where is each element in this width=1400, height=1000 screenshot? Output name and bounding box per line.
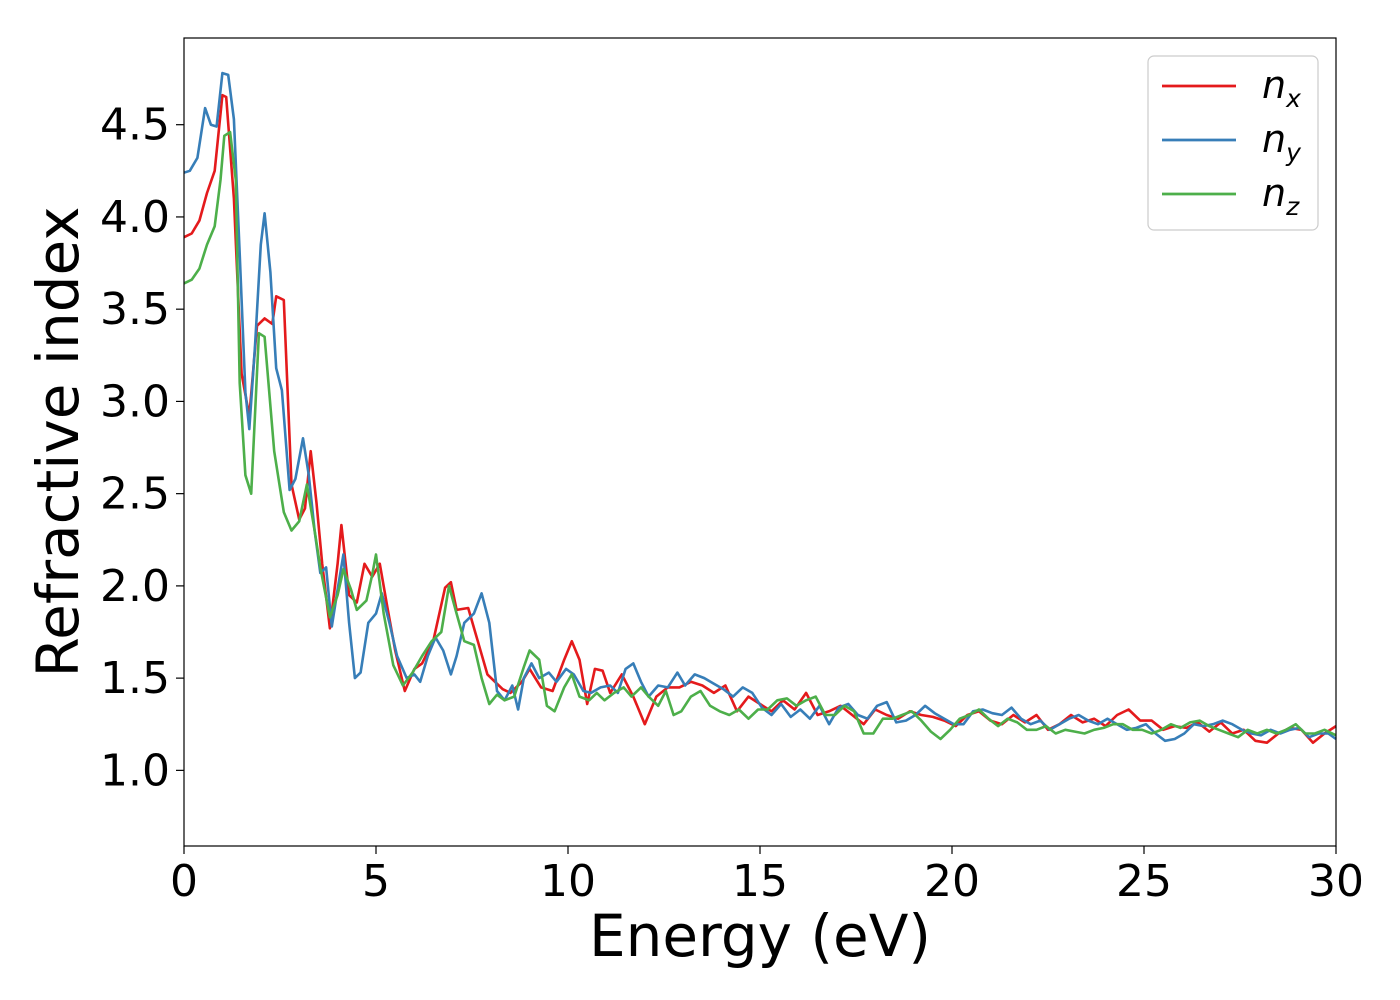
series-layer [183, 71, 1337, 744]
legend-label-y: ny [1262, 117, 1302, 167]
x-tick-label: 5 [362, 856, 390, 907]
y-tick-label: 2.5 [100, 469, 170, 520]
x-tick-label: 0 [170, 856, 198, 907]
y-tick-label: 1.5 [100, 653, 170, 704]
legend-label-z: nz [1262, 171, 1300, 221]
legend-box [1147, 55, 1319, 231]
legend-label-x: nx [1262, 63, 1301, 113]
y-tick-label: 3.5 [100, 284, 170, 335]
x-tick-label: 30 [1308, 856, 1364, 907]
y-tick-label: 4.0 [100, 192, 170, 243]
x-axis: 0 5 10 15 20 25 30 [170, 846, 1364, 907]
y-axis-title: Refractive index [24, 206, 92, 677]
x-tick-label: 20 [924, 856, 980, 907]
series-line-z [183, 130, 1337, 741]
y-axis: 1.0 1.5 2.0 2.5 3.0 3.5 4.0 4.5 [100, 100, 184, 796]
y-tick-label: 2.0 [100, 561, 170, 612]
y-tick-label: 1.0 [100, 745, 170, 796]
x-tick-label: 25 [1116, 856, 1172, 907]
x-tick-label: 15 [732, 856, 788, 907]
x-axis-title: Energy (eV) [589, 902, 931, 970]
y-tick-label: 3.0 [100, 376, 170, 427]
x-tick-label: 10 [540, 856, 596, 907]
y-tick-label: 4.5 [100, 100, 170, 151]
